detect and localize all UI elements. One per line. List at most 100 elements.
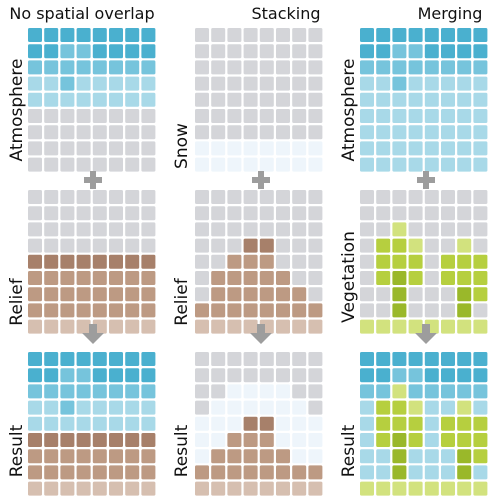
grid-cell — [360, 400, 374, 415]
grid-cell — [308, 222, 323, 237]
grid-cell — [473, 92, 488, 107]
grid-cell — [392, 254, 407, 269]
grid-cell — [195, 352, 209, 366]
grid-cell — [392, 28, 407, 42]
grid-cell — [125, 465, 140, 480]
grid-cell — [195, 190, 209, 204]
grid-cell — [259, 206, 274, 221]
grid-cell — [125, 416, 140, 431]
grid-cell — [392, 465, 407, 480]
grid-cell — [360, 238, 374, 253]
grid-cell — [441, 319, 455, 334]
grid-cell — [60, 60, 75, 75]
grid-cell — [60, 157, 75, 172]
grid-cell — [76, 125, 91, 140]
grid-cell — [424, 190, 439, 204]
grid-cell — [109, 449, 123, 464]
grid-cell — [92, 271, 107, 285]
grid-cell — [243, 141, 258, 156]
grid-cell — [424, 60, 439, 75]
grid-cell — [243, 416, 258, 431]
grid-cell — [376, 449, 391, 464]
grid-cell — [259, 352, 274, 366]
grid-cell — [259, 368, 274, 383]
grid-cell — [292, 141, 307, 156]
grid-cell — [292, 400, 307, 415]
grid-cell — [125, 141, 140, 156]
grid-cell — [243, 206, 258, 221]
grid-cell — [408, 352, 423, 366]
grid-cell — [392, 60, 407, 75]
grid-cell — [28, 190, 42, 204]
grid-cell — [376, 109, 391, 123]
grid-cell — [457, 319, 472, 334]
grid-cell — [408, 303, 423, 318]
grid-cell — [28, 465, 42, 480]
grid-cell — [392, 271, 407, 285]
grid-cell — [408, 157, 423, 172]
grid-cell — [195, 44, 209, 59]
grid-cell — [92, 416, 107, 431]
grid-cell — [308, 352, 323, 366]
panel-label-atmosphere-col3: Atmosphere — [339, 59, 359, 162]
grid-cell — [259, 125, 274, 140]
grid-cell — [424, 92, 439, 107]
grid-cell — [360, 368, 374, 383]
grid-cell — [360, 352, 374, 366]
grid-cell — [457, 352, 472, 366]
grid-cell — [392, 287, 407, 302]
grid-cell — [195, 60, 209, 75]
grid-cell — [195, 287, 209, 302]
grid-cell — [441, 44, 455, 59]
grid-cell — [92, 60, 107, 75]
grid-cell — [141, 125, 156, 140]
grid-cell — [195, 92, 209, 107]
grid-cell — [441, 28, 455, 42]
grid-cell — [376, 92, 391, 107]
grid-cell — [227, 303, 242, 318]
grid-cell — [243, 76, 258, 91]
grid-cell — [211, 368, 226, 383]
grid-cell — [60, 222, 75, 237]
column-titles: No spatial overlap Stacking Merging — [9, 4, 482, 23]
grid-cell — [92, 254, 107, 269]
grid-cell — [392, 416, 407, 431]
grid-cell — [243, 92, 258, 107]
grid-cell — [227, 222, 242, 237]
grid-cell — [360, 28, 374, 42]
grid-cell — [44, 206, 59, 221]
grid-cell — [60, 125, 75, 140]
grid-cell — [211, 400, 226, 415]
grid-cell — [28, 92, 42, 107]
grid-cell — [408, 416, 423, 431]
grid-cell — [259, 157, 274, 172]
grid-cell — [308, 141, 323, 156]
grid-cell — [243, 384, 258, 399]
grid-cell — [44, 28, 59, 42]
grid-cell — [125, 109, 140, 123]
grid-cell — [376, 206, 391, 221]
grid-cell — [376, 238, 391, 253]
panel-label-vegetation-col3: Vegetation — [339, 231, 359, 323]
grid-cell — [44, 190, 59, 204]
grid-cell — [360, 254, 374, 269]
grid-cell — [141, 384, 156, 399]
grid-cell — [308, 319, 323, 334]
grid-cell — [276, 465, 290, 480]
grid-cell — [44, 465, 59, 480]
grid-cell — [60, 303, 75, 318]
grid-cell — [441, 92, 455, 107]
grid-cell — [259, 76, 274, 91]
grid-cell — [76, 303, 91, 318]
grid-cell — [408, 125, 423, 140]
grid-cell — [76, 157, 91, 172]
grid-cell — [457, 481, 472, 496]
grid-cell — [441, 76, 455, 91]
grid-cell — [211, 319, 226, 334]
grid-cell — [211, 352, 226, 366]
grid-cell — [109, 368, 123, 383]
grid-cell — [28, 303, 42, 318]
grid-cell — [109, 416, 123, 431]
grid-cell — [28, 238, 42, 253]
grid-cell — [28, 449, 42, 464]
